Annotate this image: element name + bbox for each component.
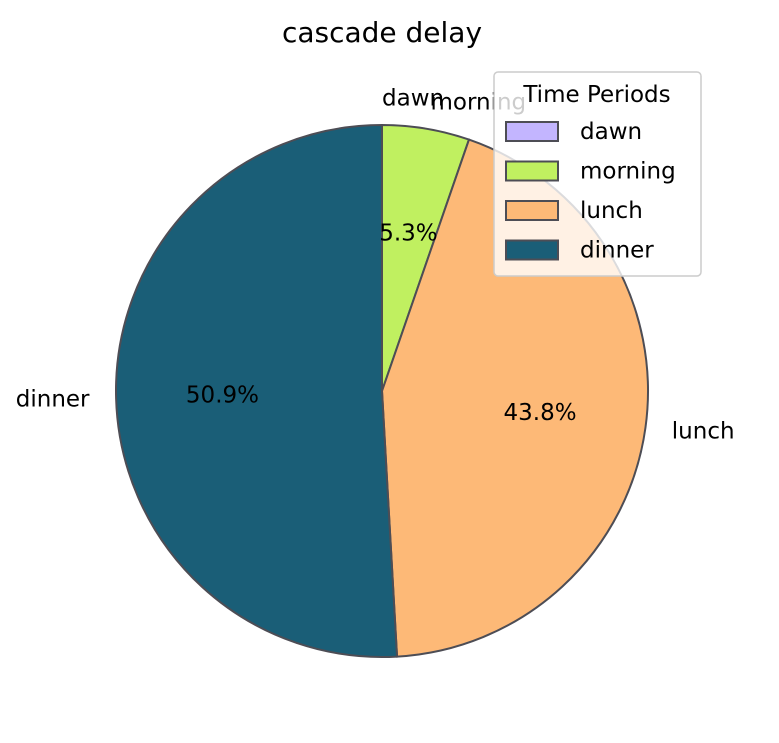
- chart-title: cascade delay: [282, 16, 482, 49]
- percent-label-lunch: 43.8%: [504, 400, 577, 426]
- legend-swatch-lunch: [505, 200, 559, 221]
- legend-entries: dawn morning lunch dinner: [505, 119, 676, 264]
- percent-label-dinner: 50.9%: [186, 383, 259, 409]
- legend-label-dinner: dinner: [580, 238, 654, 264]
- legend-label-morning: morning: [580, 159, 676, 185]
- category-label-dinner: dinner: [16, 386, 90, 412]
- percent-labels: 5.3% 43.8% 50.9%: [186, 221, 577, 426]
- pie-slice-dinner: [115, 123, 399, 658]
- legend: Time Periods dawn morning lunch dinner: [493, 71, 702, 277]
- percent-label-morning: 5.3%: [379, 221, 437, 247]
- legend-swatch-morning: [505, 160, 559, 182]
- legend-swatch-dawn: [505, 121, 559, 142]
- legend-label-dawn: dawn: [580, 119, 642, 145]
- category-label-lunch: lunch: [672, 418, 735, 444]
- legend-swatch-dinner: [505, 239, 559, 261]
- category-label-dawn: dawn: [382, 85, 444, 111]
- legend-title: Time Periods: [522, 82, 670, 108]
- legend-label-lunch: lunch: [580, 198, 643, 224]
